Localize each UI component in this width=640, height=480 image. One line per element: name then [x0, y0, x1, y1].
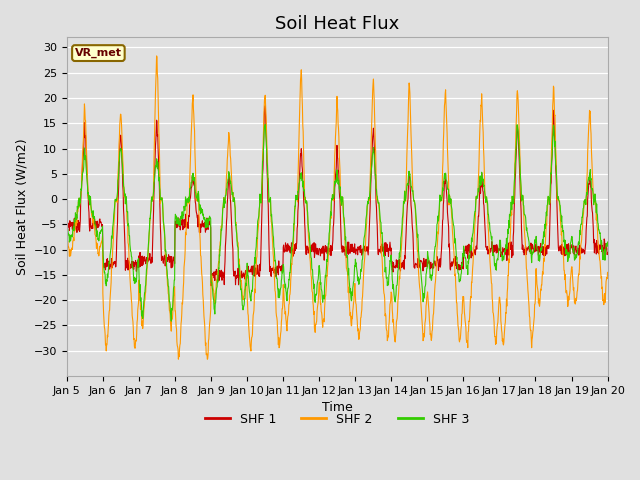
- SHF 2: [422, 315, 429, 321]
- SHF 2: [170, 284, 178, 290]
- SHF 1: [183, 219, 191, 225]
- SHF 1: [244, 268, 252, 274]
- SHF 3: [168, 318, 175, 324]
- SHF 1: [493, 250, 500, 256]
- SHF 3: [184, 196, 191, 202]
- SHF 3: [261, 121, 269, 127]
- SHF 3: [244, 273, 252, 278]
- SHF 1: [261, 103, 269, 108]
- Title: Soil Heat Flux: Soil Heat Flux: [275, 15, 399, 33]
- SHF 3: [422, 281, 429, 287]
- SHF 1: [540, 253, 548, 259]
- SHF 3: [63, 218, 70, 224]
- Text: VR_met: VR_met: [75, 48, 122, 58]
- Y-axis label: Soil Heat Flux (W/m2): Soil Heat Flux (W/m2): [15, 138, 28, 275]
- SHF 1: [170, 257, 178, 263]
- SHF 2: [184, 198, 191, 204]
- SHF 2: [153, 53, 161, 59]
- Line: SHF 3: SHF 3: [67, 124, 607, 321]
- SHF 3: [493, 267, 500, 273]
- SHF 2: [63, 228, 70, 234]
- X-axis label: Time: Time: [322, 401, 353, 414]
- SHF 1: [63, 216, 70, 221]
- SHF 2: [540, 259, 548, 264]
- SHF 2: [244, 313, 252, 319]
- SHF 1: [604, 250, 611, 255]
- Legend: SHF 1, SHF 2, SHF 3: SHF 1, SHF 2, SHF 3: [200, 408, 474, 431]
- SHF 3: [170, 277, 178, 283]
- SHF 1: [422, 264, 429, 269]
- SHF 3: [540, 234, 548, 240]
- SHF 2: [204, 356, 211, 362]
- Line: SHF 1: SHF 1: [67, 106, 607, 286]
- SHF 2: [604, 269, 611, 275]
- SHF 1: [207, 283, 215, 288]
- SHF 3: [604, 239, 611, 245]
- Line: SHF 2: SHF 2: [67, 56, 607, 359]
- SHF 2: [493, 340, 500, 346]
